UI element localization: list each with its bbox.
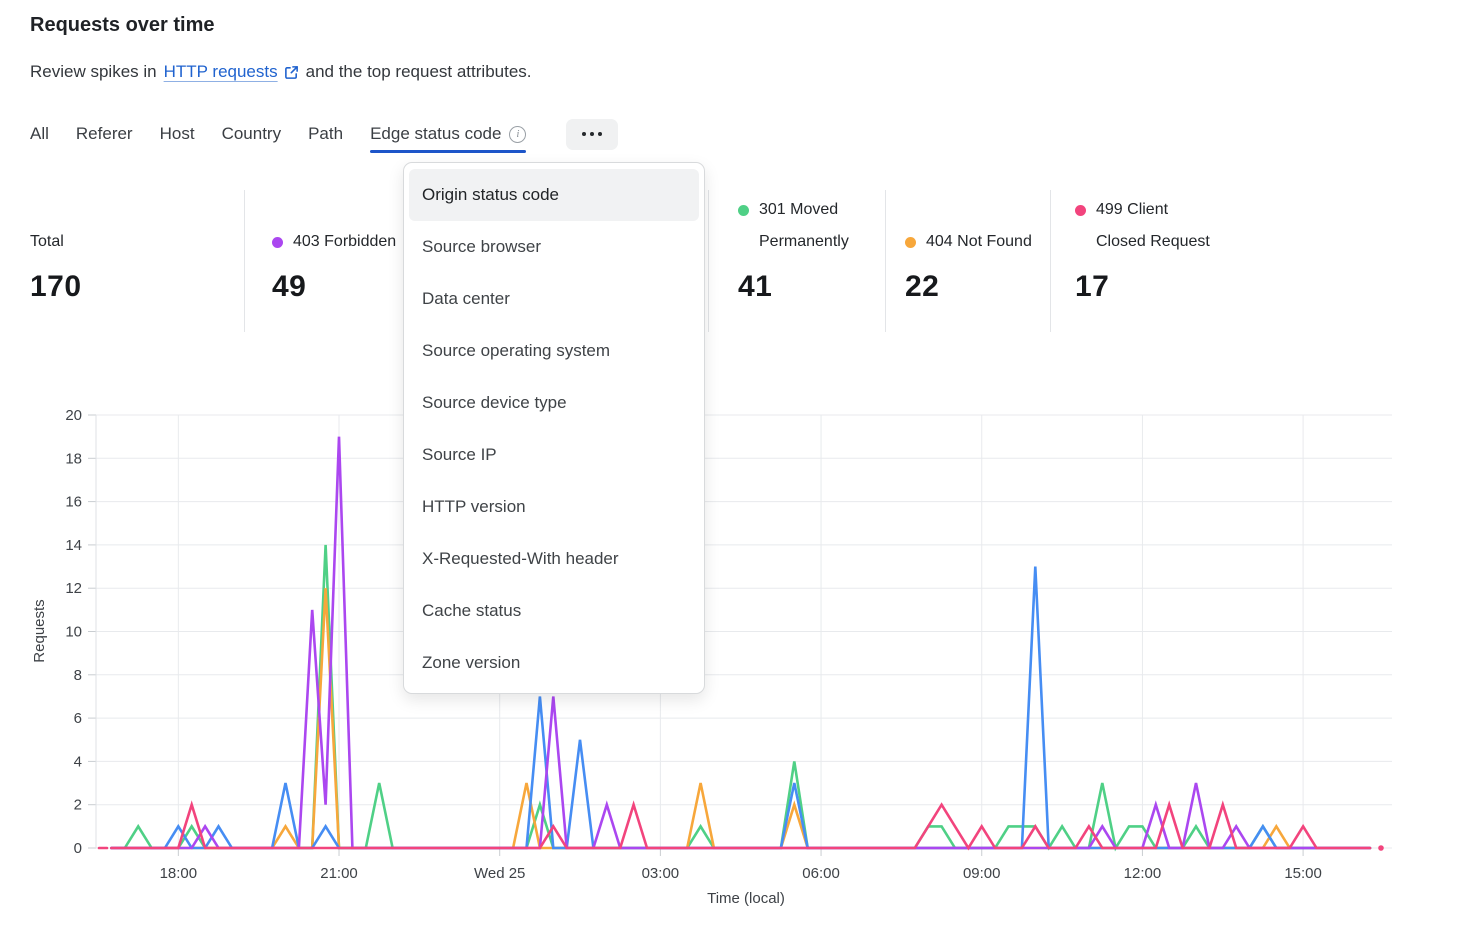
stat-label: 301 Moved Permanently xyxy=(759,201,849,250)
tab-edge-status-code[interactable]: Edge status code i xyxy=(370,118,527,153)
series-line-blue-series-label-hidden-by-open-menu- xyxy=(110,566,1372,850)
ellipsis-icon xyxy=(590,132,595,136)
stat-divider xyxy=(708,190,709,332)
page-title: Requests over time xyxy=(30,14,215,36)
y-tick-label: 4 xyxy=(74,753,82,770)
menu-item-origin-status-code[interactable]: Origin status code xyxy=(409,169,699,221)
stat-divider xyxy=(1050,190,1051,332)
series-line-403-forbidden xyxy=(110,436,1372,850)
tab-label: Country xyxy=(221,124,282,143)
series-color-dot-icon xyxy=(1075,205,1086,216)
x-tick-label: 18:00 xyxy=(160,865,198,882)
x-tick-label: 09:00 xyxy=(963,865,1001,882)
attribute-tabs: All Referer Host Country Path Edge status cod… xyxy=(30,118,619,153)
series-color-dot-icon xyxy=(272,237,283,248)
stat-404: 404 Not Found 22 xyxy=(905,194,1032,304)
stat-divider xyxy=(244,190,245,332)
x-tick-label: 12:00 xyxy=(1124,865,1162,882)
tab-label: Edge status code xyxy=(370,124,502,143)
x-tick-label: Wed 25 xyxy=(474,865,525,882)
stat-total: Total 170 xyxy=(30,194,82,304)
stat-499: 499 Client Closed Request 17 xyxy=(1075,194,1210,304)
series-line-499-client-closed-request xyxy=(110,800,1372,851)
http-requests-link-label: HTTP requests xyxy=(163,62,278,81)
stat-403: 403 Forbidden 49 xyxy=(272,194,396,304)
x-axis-title: Time (local) xyxy=(707,890,785,907)
ellipsis-icon xyxy=(582,132,587,136)
y-tick-label: 2 xyxy=(74,797,82,814)
stat-301: 301 Moved Permanently 41 xyxy=(738,194,849,304)
y-tick-label: 0 xyxy=(74,840,82,857)
stat-label: Total xyxy=(30,233,64,250)
y-tick-label: 20 xyxy=(65,407,82,424)
subtitle-suffix: and the top request attributes. xyxy=(305,62,532,81)
tab-all[interactable]: All xyxy=(30,118,49,150)
series-line-404-not-found xyxy=(110,588,1372,850)
stat-value: 170 xyxy=(30,270,82,303)
tab-label: All xyxy=(30,124,49,143)
info-icon[interactable]: i xyxy=(509,125,527,143)
menu-item-cache-status[interactable]: Cache status xyxy=(422,601,522,620)
menu-item-zone-version[interactable]: Zone version xyxy=(422,653,521,672)
y-axis-title: Requests xyxy=(31,599,48,662)
stat-label: 499 Client Closed Request xyxy=(1096,201,1210,250)
tab-country[interactable]: Country xyxy=(222,118,282,150)
tab-referer[interactable]: Referer xyxy=(76,118,133,150)
y-tick-label: 8 xyxy=(74,667,82,684)
attribute-dropdown-menu: Origin status code Source browser Data cen… xyxy=(403,162,705,694)
y-tick-label: 12 xyxy=(65,580,82,597)
x-tick-label: 15:00 xyxy=(1284,865,1322,882)
menu-item-data-center[interactable]: Data center xyxy=(422,289,510,308)
y-tick-label: 6 xyxy=(74,710,82,727)
tab-path[interactable]: Path xyxy=(308,118,343,150)
menu-item-source-device-type[interactable]: Source device type xyxy=(422,393,567,412)
series-end-dot xyxy=(1378,845,1384,851)
series-line-301-moved-permanently xyxy=(110,544,1372,852)
menu-item-source-ip[interactable]: Source IP xyxy=(422,445,497,464)
x-tick-label: 21:00 xyxy=(320,865,358,882)
subtitle-prefix: Review spikes in xyxy=(30,62,157,81)
y-tick-label: 18 xyxy=(65,450,82,467)
menu-item-http-version[interactable]: HTTP version xyxy=(422,497,526,516)
y-tick-label: 10 xyxy=(65,624,82,641)
tab-host[interactable]: Host xyxy=(160,118,195,150)
y-tick-label: 16 xyxy=(65,494,82,511)
series-color-dot-icon xyxy=(905,237,916,248)
more-tabs-button[interactable] xyxy=(566,118,619,150)
stat-label: 403 Forbidden xyxy=(293,233,397,250)
series-color-dot-icon xyxy=(738,205,749,216)
x-tick-label: 06:00 xyxy=(802,865,840,882)
menu-item-source-browser[interactable]: Source browser xyxy=(422,237,542,256)
tab-label: Path xyxy=(308,124,344,143)
stat-divider xyxy=(885,190,886,332)
stat-value: 17 xyxy=(1075,270,1110,303)
tab-label: Host xyxy=(159,124,195,143)
x-tick-label: 03:00 xyxy=(642,865,680,882)
subtitle: Review spikes in HTTP requests and the t… xyxy=(30,62,532,82)
tab-label: Referer xyxy=(75,124,133,143)
stat-label: 404 Not Found xyxy=(926,233,1032,250)
stat-value: 22 xyxy=(905,270,940,303)
http-requests-link[interactable]: HTTP requests xyxy=(164,62,299,82)
menu-item-x-requested-with-header[interactable]: X-Requested-With header xyxy=(422,549,619,568)
menu-item-source-operating-system[interactable]: Source operating system xyxy=(422,341,611,360)
external-link-icon xyxy=(284,65,298,79)
y-tick-label: 14 xyxy=(65,537,82,554)
ellipsis-icon xyxy=(598,132,603,136)
stat-value: 41 xyxy=(738,270,773,303)
stat-value: 49 xyxy=(272,270,307,303)
